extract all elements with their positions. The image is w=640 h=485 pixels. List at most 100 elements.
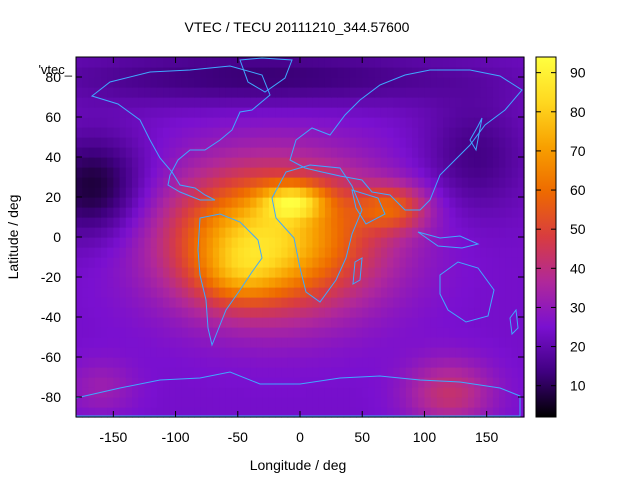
heatmap-cell xyxy=(175,227,183,238)
heatmap-cell xyxy=(125,127,133,138)
heatmap-cell xyxy=(511,267,519,278)
heatmap-cell xyxy=(461,137,469,148)
heatmap-cell xyxy=(380,247,388,258)
heatmap-cell xyxy=(412,327,419,338)
heatmap-cell xyxy=(225,107,233,118)
heatmap-cell xyxy=(82,137,90,148)
heatmap-cell xyxy=(380,117,388,128)
heatmap-cell xyxy=(250,257,258,268)
heatmap-cell xyxy=(275,287,282,298)
heatmap-cell xyxy=(368,247,376,258)
heatmap-cell xyxy=(430,297,438,308)
heatmap-cell xyxy=(181,217,189,228)
heatmap-cell xyxy=(474,57,482,68)
heatmap-cell xyxy=(436,77,444,88)
heatmap-cell xyxy=(225,227,233,238)
heatmap-cell xyxy=(517,287,525,298)
heatmap-cell xyxy=(337,407,345,418)
heatmap-cell xyxy=(312,217,320,228)
heatmap-cell xyxy=(76,177,83,188)
heatmap-cell xyxy=(225,217,233,228)
heatmap-cell xyxy=(492,177,500,188)
heatmap-cell xyxy=(380,187,388,198)
heatmap-cell xyxy=(418,97,426,108)
heatmap-cell xyxy=(169,397,177,408)
heatmap-cell xyxy=(480,117,488,128)
heatmap-cell xyxy=(150,397,158,408)
heatmap-cell xyxy=(262,367,270,378)
heatmap-cell xyxy=(88,397,96,408)
heatmap-cell xyxy=(169,327,177,338)
heatmap-cell xyxy=(405,187,413,198)
heatmap-cell xyxy=(293,207,301,218)
heatmap-cell xyxy=(449,87,457,98)
heatmap-cell xyxy=(219,107,226,118)
heatmap-cell xyxy=(455,127,463,138)
heatmap-cell xyxy=(374,177,382,188)
heatmap-cell xyxy=(312,67,320,78)
heatmap-cell xyxy=(256,357,264,368)
heatmap-cell xyxy=(480,177,488,188)
heatmap-cell xyxy=(443,297,450,308)
heatmap-cell xyxy=(194,197,202,208)
heatmap-cell xyxy=(412,197,419,208)
heatmap-cell xyxy=(387,337,394,348)
heatmap-cell xyxy=(430,387,438,398)
heatmap-cell xyxy=(113,137,121,148)
heatmap-cell xyxy=(156,267,164,278)
heatmap-cell xyxy=(517,137,525,148)
heatmap-cell xyxy=(125,367,133,378)
heatmap-cell xyxy=(393,87,401,98)
heatmap-cell xyxy=(113,367,121,378)
heatmap-cell xyxy=(156,157,164,168)
heatmap-cell xyxy=(362,287,370,298)
heatmap-cell xyxy=(132,327,139,338)
heatmap-cell xyxy=(405,407,413,418)
heatmap-cell xyxy=(293,367,301,378)
heatmap-cell xyxy=(244,57,251,68)
heatmap-cell xyxy=(76,107,83,118)
heatmap-cell xyxy=(374,397,382,408)
heatmap-cell xyxy=(76,327,83,338)
heatmap-cell xyxy=(262,187,270,198)
heatmap-cell xyxy=(300,267,307,278)
heatmap-cell xyxy=(163,387,170,398)
heatmap-cell xyxy=(119,347,127,358)
heatmap-cell xyxy=(219,227,226,238)
heatmap-cell xyxy=(225,97,233,108)
heatmap-cell xyxy=(349,397,357,408)
heatmap-cell xyxy=(88,297,96,308)
heatmap-cell xyxy=(188,387,195,398)
heatmap-cell xyxy=(275,327,282,338)
heatmap-cell xyxy=(212,337,220,348)
heatmap-cell xyxy=(268,197,276,208)
heatmap-cell xyxy=(231,147,239,158)
heatmap-cell xyxy=(219,267,226,278)
heatmap-cell xyxy=(356,207,363,218)
heatmap-cell xyxy=(225,87,233,98)
heatmap-cell xyxy=(492,327,500,338)
heatmap-cell xyxy=(486,367,494,378)
heatmap-cell xyxy=(455,357,463,368)
heatmap-cell xyxy=(188,207,195,218)
heatmap-cell xyxy=(281,277,289,288)
heatmap-cell xyxy=(144,57,152,68)
heatmap-cell xyxy=(356,257,363,268)
heatmap-cell xyxy=(349,367,357,378)
heatmap-cell xyxy=(461,187,469,198)
heatmap-cell xyxy=(436,117,444,128)
heatmap-cell xyxy=(138,377,146,388)
heatmap-cell xyxy=(517,397,525,408)
heatmap-cell xyxy=(449,307,457,318)
heatmap-cell xyxy=(250,307,258,318)
heatmap-cell xyxy=(125,237,133,248)
heatmap-cell xyxy=(250,367,258,378)
heatmap-cell xyxy=(231,267,239,278)
heatmap-cell xyxy=(169,147,177,158)
heatmap-cell xyxy=(461,337,469,348)
heatmap-cell xyxy=(76,207,83,218)
heatmap-cell xyxy=(262,237,270,248)
heatmap-cell xyxy=(163,227,170,238)
heatmap-cell xyxy=(237,157,245,168)
heatmap-cell xyxy=(374,327,382,338)
